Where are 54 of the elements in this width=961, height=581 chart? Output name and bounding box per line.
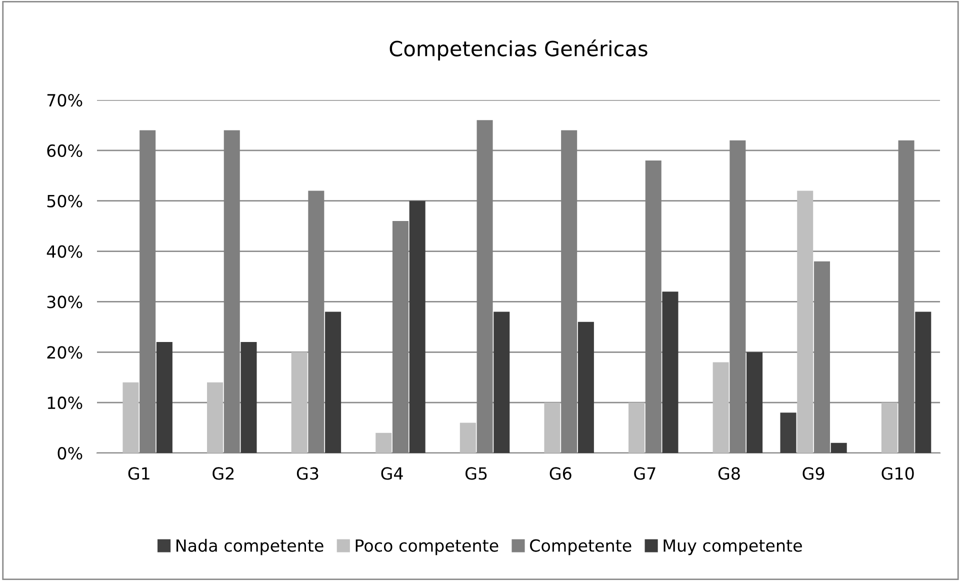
- legend-label: Poco competente: [356, 539, 498, 556]
- bar: [409, 200, 426, 453]
- bar: [881, 402, 898, 453]
- legend-label: Competente: [530, 539, 632, 556]
- bar: [797, 190, 814, 453]
- bar: [898, 140, 914, 453]
- x-tick-label: G6: [550, 467, 572, 480]
- bar: [746, 352, 763, 453]
- y-tick-label: 0%: [58, 446, 82, 460]
- bar: [308, 190, 324, 453]
- bar: [780, 412, 796, 453]
- bar: [122, 382, 139, 453]
- bar: [830, 442, 847, 453]
- bar: [207, 382, 224, 453]
- bar: [476, 120, 493, 453]
- bar: [291, 352, 308, 453]
- bar: [915, 312, 932, 453]
- x-tick-label: G2: [212, 467, 234, 480]
- x-tick-label: G3: [296, 467, 318, 480]
- y-tick-label: 10%: [48, 396, 82, 410]
- bar: [561, 130, 578, 453]
- x-tick-label: G8: [718, 467, 740, 480]
- bar: [814, 261, 830, 453]
- bar: [662, 292, 678, 453]
- bar: [645, 160, 662, 453]
- y-tick-label: 50%: [47, 194, 82, 208]
- x-tick-label: G7: [634, 467, 656, 480]
- y-tick-label: 70%: [47, 94, 82, 107]
- x-tick-label: G1: [128, 467, 150, 480]
- bar: [730, 140, 746, 453]
- bar: [376, 432, 392, 453]
- bar: [544, 402, 560, 453]
- chart-title: Competencias Genéricas: [390, 40, 648, 60]
- bar: [240, 342, 257, 453]
- x-tick-label: G10: [882, 467, 914, 480]
- bar: [628, 402, 645, 453]
- legend-label: Muy competente: [664, 539, 802, 556]
- x-tick-label: G4: [381, 467, 403, 480]
- y-tick-label: 60%: [47, 144, 82, 157]
- bar: [712, 362, 729, 453]
- bar: [460, 422, 476, 453]
- bar: [156, 342, 172, 453]
- y-tick-label: 30%: [47, 296, 82, 308]
- bar: [494, 312, 510, 453]
- bar: [392, 221, 408, 453]
- bar: [325, 312, 342, 453]
- y-tick-label: 40%: [46, 245, 82, 258]
- bar: [224, 130, 240, 453]
- x-tick-label: G5: [466, 467, 487, 480]
- bar: [578, 322, 594, 453]
- legend-label: Nada competente: [176, 538, 324, 556]
- y-tick-label: 20%: [47, 346, 82, 359]
- x-tick-label: G9: [802, 467, 824, 480]
- bar: [140, 130, 156, 453]
